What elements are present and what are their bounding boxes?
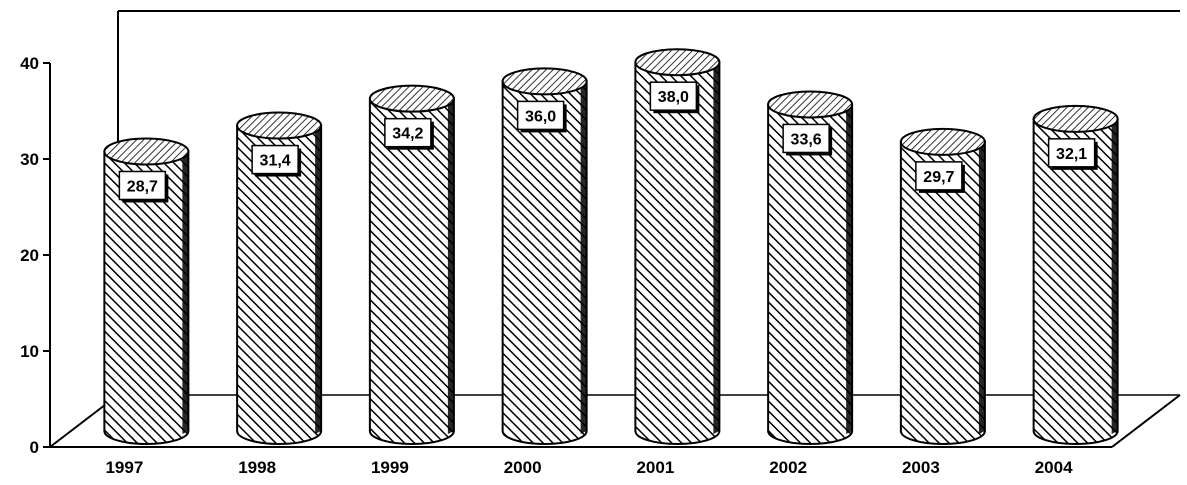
bar-top xyxy=(501,67,588,96)
bar-shade xyxy=(978,141,985,434)
data-label-box xyxy=(915,161,963,191)
x-tick-label: 2000 xyxy=(504,458,542,477)
data-label: 33,6 xyxy=(791,131,822,148)
bar-top xyxy=(634,48,721,77)
bar-body xyxy=(368,97,455,445)
x-tick-label: 2003 xyxy=(902,458,940,477)
data-label: 28,7 xyxy=(127,178,158,195)
data-label: 29,7 xyxy=(923,169,954,186)
bar-body xyxy=(634,61,721,445)
bar-top xyxy=(236,111,323,140)
y-axis: 0 10 20 30 40 xyxy=(20,54,51,457)
bar-2003: 29,7 xyxy=(899,127,986,445)
x-tick-label: 1998 xyxy=(238,458,276,477)
y-tick-label: 10 xyxy=(20,342,39,361)
data-label: 36,0 xyxy=(525,108,556,125)
bar-top xyxy=(767,90,854,119)
bar-shade xyxy=(315,125,322,434)
x-tick-label: 1997 xyxy=(105,458,143,477)
bar-top xyxy=(103,137,190,166)
bar-2004: 32,1 xyxy=(1032,104,1119,445)
y-tick-label: 40 xyxy=(20,54,39,73)
bar-shade xyxy=(447,98,454,435)
x-tick-label: 2004 xyxy=(1035,458,1073,477)
bar-body xyxy=(767,103,854,445)
y-tick-label: 0 xyxy=(30,438,39,457)
bars: 28,7 31,4 34,2 36,0 38,0 33,6 29,7 32,1 xyxy=(103,48,1119,445)
bar-2001: 38,0 xyxy=(634,48,721,445)
bar-2002: 33,6 xyxy=(767,90,854,445)
x-tick-label: 2002 xyxy=(769,458,807,477)
bar-shade xyxy=(580,81,587,435)
data-label-box xyxy=(118,170,167,201)
bar-shade xyxy=(1111,118,1118,434)
data-label: 34,2 xyxy=(392,126,423,143)
bar-top xyxy=(899,127,986,156)
data-label-box xyxy=(782,123,830,154)
bar-shade xyxy=(182,151,189,435)
bar-shade xyxy=(713,62,720,434)
y-tick-label: 30 xyxy=(20,150,39,169)
data-label: 31,4 xyxy=(260,153,291,170)
data-label-box xyxy=(384,117,432,148)
data-label: 38,0 xyxy=(658,89,689,106)
x-axis: 1997 1998 1999 2000 2001 2002 2003 2004 xyxy=(105,458,1073,477)
bar-body xyxy=(1032,117,1119,445)
chart-frame xyxy=(49,10,1181,448)
floor-right-edge xyxy=(1111,394,1181,448)
bar-body xyxy=(103,150,190,445)
bar-top xyxy=(368,84,455,113)
bar-body xyxy=(501,80,588,445)
x-tick-label: 2001 xyxy=(636,458,674,477)
data-label-box xyxy=(251,144,299,175)
data-label-box xyxy=(649,81,698,111)
bar-1997: 28,7 xyxy=(103,137,190,445)
bar-top xyxy=(1032,104,1119,133)
data-label: 32,1 xyxy=(1056,146,1087,163)
data-label-box xyxy=(516,100,565,131)
y-tick-label: 20 xyxy=(20,246,39,265)
data-label-box xyxy=(1047,138,1096,168)
bar-2000: 36,0 xyxy=(501,67,588,445)
bar-1998: 31,4 xyxy=(236,111,323,445)
bar-shade xyxy=(846,104,853,434)
bar-body xyxy=(899,140,986,445)
bar-1999: 34,2 xyxy=(368,84,455,445)
x-tick-label: 1999 xyxy=(371,458,409,477)
bar-body xyxy=(236,124,323,445)
